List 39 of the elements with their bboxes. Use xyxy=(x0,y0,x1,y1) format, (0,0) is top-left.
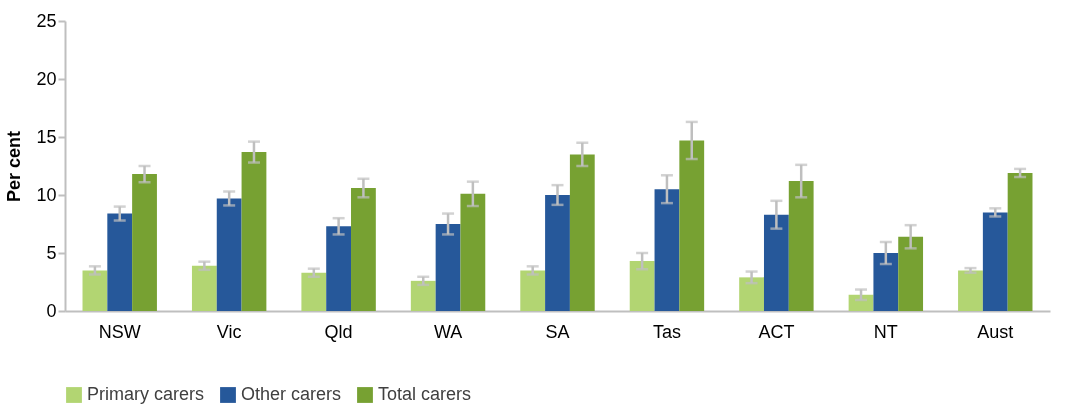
bar xyxy=(569,154,595,311)
x-tick-label: Qld xyxy=(324,321,353,342)
bar xyxy=(873,253,899,311)
bar xyxy=(1007,172,1033,311)
bar xyxy=(351,188,376,311)
bar xyxy=(788,181,814,311)
y-tick-label: 5 xyxy=(46,242,57,263)
bar xyxy=(545,195,570,311)
bar xyxy=(460,193,486,311)
x-tick-label: SA xyxy=(545,321,570,342)
y-axis-title: Per cent xyxy=(4,130,25,203)
bar xyxy=(132,174,157,311)
y-tick-label: 10 xyxy=(36,184,57,205)
bar xyxy=(435,224,461,311)
y-tick-label: 25 xyxy=(36,10,57,31)
bar xyxy=(241,152,267,311)
x-tick-label: Tas xyxy=(652,321,681,342)
bar xyxy=(654,189,680,311)
x-tick-label: Aust xyxy=(977,321,1014,342)
bar xyxy=(763,214,789,311)
x-tick-label: WA xyxy=(433,321,463,342)
bar xyxy=(739,277,764,311)
bar xyxy=(82,270,108,311)
y-tick-label: 20 xyxy=(36,68,57,89)
bar xyxy=(326,226,352,311)
bar xyxy=(679,140,705,311)
x-tick-label: NT xyxy=(873,321,898,342)
x-tick-label: NSW xyxy=(98,321,141,342)
bar xyxy=(898,236,924,311)
y-tick-label: 15 xyxy=(36,126,57,147)
bar xyxy=(107,213,133,311)
bar xyxy=(216,198,242,311)
x-tick-label: Vic xyxy=(216,321,242,342)
legend-label: Total carers xyxy=(378,384,472,404)
y-tick-label: 0 xyxy=(46,300,57,321)
x-tick-label: ACT xyxy=(758,321,795,342)
legend-label: Primary carers xyxy=(87,384,205,404)
legend-label: Other carers xyxy=(241,384,342,404)
bar xyxy=(629,261,655,311)
